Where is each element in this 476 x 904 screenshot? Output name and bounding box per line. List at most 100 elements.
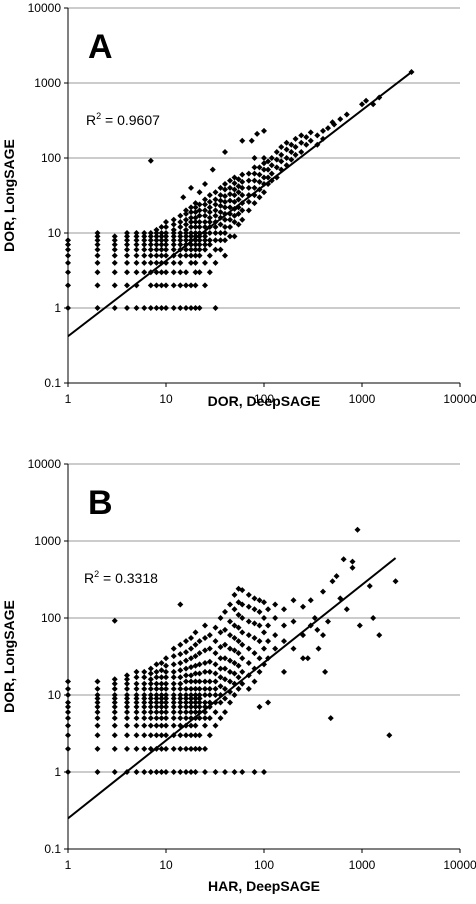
data-point [94,769,101,775]
data-point [235,221,242,228]
data-point [170,715,177,722]
data-point [183,216,190,223]
data-point [272,645,279,652]
data-point [188,699,195,706]
data-point [196,703,203,710]
data-point [239,587,246,594]
data-point [188,722,195,729]
data-point [192,695,199,702]
data-point [177,715,184,722]
data-point [158,695,165,702]
data-point [94,695,101,702]
data-point [212,201,219,208]
data-point [153,661,160,668]
data-point [245,618,252,625]
data-point [188,252,195,259]
data-point [212,650,219,657]
data-point [245,207,252,214]
data-point [111,252,118,259]
data-point [227,645,234,652]
data-point [177,233,184,240]
data-point [94,252,101,259]
data-point [188,692,195,698]
data-point [183,732,190,739]
data-point [188,672,195,679]
data-point [227,233,234,240]
data-point [192,685,199,692]
data-point [196,224,203,231]
data-point [261,127,267,134]
data-point [177,259,184,266]
data-point [65,732,71,739]
data-point [251,595,258,602]
data-point [111,769,118,775]
data-point [256,668,263,675]
data-point [314,132,321,139]
data-point [65,722,71,729]
data-point [201,282,208,289]
data-point [292,135,299,142]
data-point [163,715,169,722]
data-point [177,745,184,752]
data-point [231,233,238,240]
data-point [251,634,258,641]
data-point [188,769,195,775]
data-point [192,214,199,221]
data-point [177,241,184,248]
data-point [343,111,350,118]
data-point [94,282,101,289]
data-point [261,166,267,173]
data-point [153,732,160,739]
data-point [177,703,184,710]
data-point [147,237,154,244]
data-point [235,189,242,196]
data-point [133,269,140,276]
data-point [206,219,213,226]
data-point [196,246,203,253]
data-point [227,657,234,664]
data-point [235,624,242,631]
data-point [158,699,165,706]
data-point [124,282,131,289]
data-point [261,645,267,652]
data-point [265,638,272,645]
data-point [94,305,101,311]
y-tick-label: 10 [48,688,62,702]
data-point [217,221,224,228]
y-tick-label: 1000 [34,534,61,548]
data-point [124,269,131,276]
data-point [163,680,169,687]
data-point [188,305,195,311]
data-point [222,181,229,188]
data-point [196,650,203,657]
data-point [153,237,160,244]
data-point [201,181,208,188]
data-point [292,144,299,151]
data-point [188,703,195,710]
data-point [222,216,229,223]
data-point [163,769,169,775]
data-point [222,608,229,615]
data-point [231,769,238,775]
data-point [163,252,169,259]
data-point [124,695,131,702]
data-point [222,193,229,200]
data-point [163,241,169,248]
data-point [281,638,288,645]
data-point [65,246,71,253]
data-point [147,732,154,739]
data-point [158,709,165,716]
data-point [192,246,199,253]
data-point [192,305,199,311]
data-point [133,732,140,739]
data-point [325,125,332,132]
data-point [222,709,229,716]
x-axis-title: HAR, DeepSAGE [208,878,320,894]
data-point [177,667,184,674]
data-point [212,670,219,677]
r-squared-annotation: R2 = 0.3318 [84,569,158,586]
data-point [261,615,267,621]
data-point [170,282,177,289]
data-point [147,157,154,164]
data-point [192,252,199,259]
